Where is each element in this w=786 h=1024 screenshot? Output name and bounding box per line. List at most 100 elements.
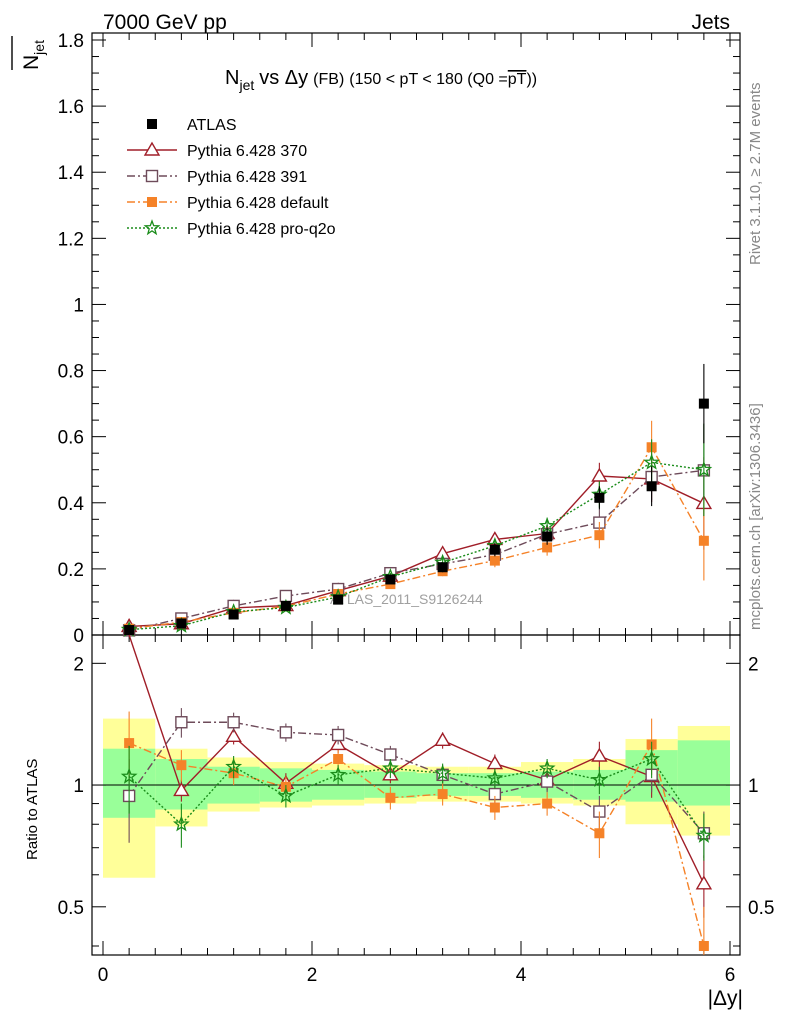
ratio-data-point xyxy=(176,760,187,771)
ratio-data-point xyxy=(175,716,188,729)
ratio-data-point xyxy=(225,757,243,774)
main-y-tick-label: 0.8 xyxy=(58,362,84,383)
main-data-point xyxy=(594,530,605,541)
mcplots-label: mcplots.cern.ch [arXiv:1306.3436] xyxy=(747,403,764,630)
legend-entry-1: Pythia 6.428 370 xyxy=(127,141,307,160)
ratio-data-point xyxy=(225,727,242,743)
ratio-data-point xyxy=(381,759,399,776)
title-sub: jet xyxy=(238,77,254,93)
legend-entry-3: Pythia 6.428 default xyxy=(127,195,329,212)
main-data-point xyxy=(124,625,135,636)
ratio-data-point xyxy=(227,716,240,729)
title-close: )) xyxy=(526,71,537,88)
legend-entry-4: Pythia 6.428 pro-q2o xyxy=(127,219,336,238)
legend-label: ATLAS xyxy=(187,117,237,134)
ratio-band-inner xyxy=(677,740,730,806)
main-y-tick-label: 1.4 xyxy=(58,163,85,184)
main-data-point xyxy=(385,574,396,585)
legend-label: Pythia 6.428 default xyxy=(187,195,329,212)
main-series-line xyxy=(129,475,705,628)
ratio-data-point xyxy=(279,726,293,739)
main-data-point xyxy=(176,618,187,629)
ratio-y-tick-label: 2 xyxy=(73,654,84,675)
legend: ATLAS Pythia 6.428 370 Pythia 6.428 391 Pyt… xyxy=(127,117,336,238)
ratio-data-point xyxy=(120,767,138,784)
x-tick-label: 0 xyxy=(98,965,109,986)
main-data-point xyxy=(698,398,709,409)
ratio-data-point xyxy=(124,738,135,749)
legend-marker xyxy=(147,197,157,207)
ratio-data-point xyxy=(538,759,556,776)
main-series-line xyxy=(129,461,704,631)
main-ylabel-n: N xyxy=(20,55,43,70)
main-data-point xyxy=(698,535,709,546)
title-main: vs Δy xyxy=(259,67,308,89)
ratio-data-point xyxy=(277,787,295,804)
ratio-data-point xyxy=(594,828,605,839)
main-title: Njet vs Δy (FB) (150 < pT < 180 (Q0 =pT)) xyxy=(225,67,537,93)
main-ylabel-sub: jet xyxy=(31,40,47,56)
main-data-point xyxy=(437,562,448,573)
ratio-data-point xyxy=(437,789,448,800)
main-data-point xyxy=(646,481,657,492)
ratio-bands xyxy=(103,718,730,878)
main-y-tick-label: 1.8 xyxy=(58,31,84,52)
legend-label: Pythia 6.428 pro-q2o xyxy=(187,221,336,238)
main-y-tick-label: 0.6 xyxy=(58,428,84,449)
legend-label: Pythia 6.428 391 xyxy=(187,169,307,186)
main-data-point xyxy=(542,531,553,542)
main-series-line xyxy=(128,469,704,632)
ratio-series-line xyxy=(128,721,705,834)
ratio-data-point xyxy=(486,769,504,786)
ratio-y-tick-label: 0.5 xyxy=(58,898,84,919)
main-data-point xyxy=(643,453,661,470)
ratio-data-point xyxy=(434,764,452,781)
legend-marker xyxy=(147,119,157,129)
main-y-tick-label: 1.2 xyxy=(58,229,84,250)
main-y-tick-label: 1.6 xyxy=(58,97,84,118)
ratio-y-tick-label-right: 1 xyxy=(748,776,759,797)
title-fb: (FB) xyxy=(313,71,344,88)
legend-marker xyxy=(143,219,161,236)
legend-entry-0: ATLAS xyxy=(147,117,237,134)
ratio-data-point xyxy=(489,802,500,813)
ratio-data-point xyxy=(542,798,553,809)
main-series-0 xyxy=(124,363,709,636)
ratio-data-point xyxy=(173,782,190,797)
legend-marker xyxy=(145,169,159,183)
analysis-watermark: ATLAS_2011_S9126244 xyxy=(330,591,483,607)
legend-marker xyxy=(143,141,161,156)
ratio-data-point xyxy=(434,731,451,747)
ratio-series-2 xyxy=(124,711,709,955)
main-data-point xyxy=(333,594,344,605)
energy-label: 7000 GeV pp xyxy=(103,11,227,34)
series-layer xyxy=(120,363,713,955)
title-n: N xyxy=(225,67,239,89)
main-data-point xyxy=(695,460,713,477)
ratio-y-tick-label: 1 xyxy=(73,776,84,797)
ratio-y-tick-label-right: 2 xyxy=(748,654,759,675)
main-y-tick-label: 0.4 xyxy=(58,494,85,515)
main-data-point xyxy=(489,555,500,566)
ratio-data-point xyxy=(384,748,397,761)
ratio-data-point xyxy=(486,755,504,770)
ratio-series-line xyxy=(128,742,705,947)
svg-text:Njet: Njet xyxy=(20,40,47,70)
ratio-series-line xyxy=(128,634,705,885)
main-y-tick-label: 0.2 xyxy=(58,560,84,581)
ratio-data-point xyxy=(333,753,344,764)
main-data-point xyxy=(542,542,553,553)
main-data-point xyxy=(489,544,500,555)
main-data-point xyxy=(594,492,605,503)
x-axis-label: |Δy| xyxy=(708,987,743,1010)
ratio-data-point xyxy=(643,750,661,767)
main-y-tick-label: 0 xyxy=(73,626,84,647)
ratio-data-point xyxy=(329,765,347,782)
ratio-data-point xyxy=(590,771,608,787)
ratio-data-point xyxy=(385,792,396,803)
main-data-point xyxy=(591,467,608,482)
ratio-data-point xyxy=(695,875,713,890)
x-tick-label: 4 xyxy=(516,965,527,986)
ratio-ylabel: Ratio to ATLAS xyxy=(24,759,41,860)
x-tick-label: 6 xyxy=(725,965,736,986)
